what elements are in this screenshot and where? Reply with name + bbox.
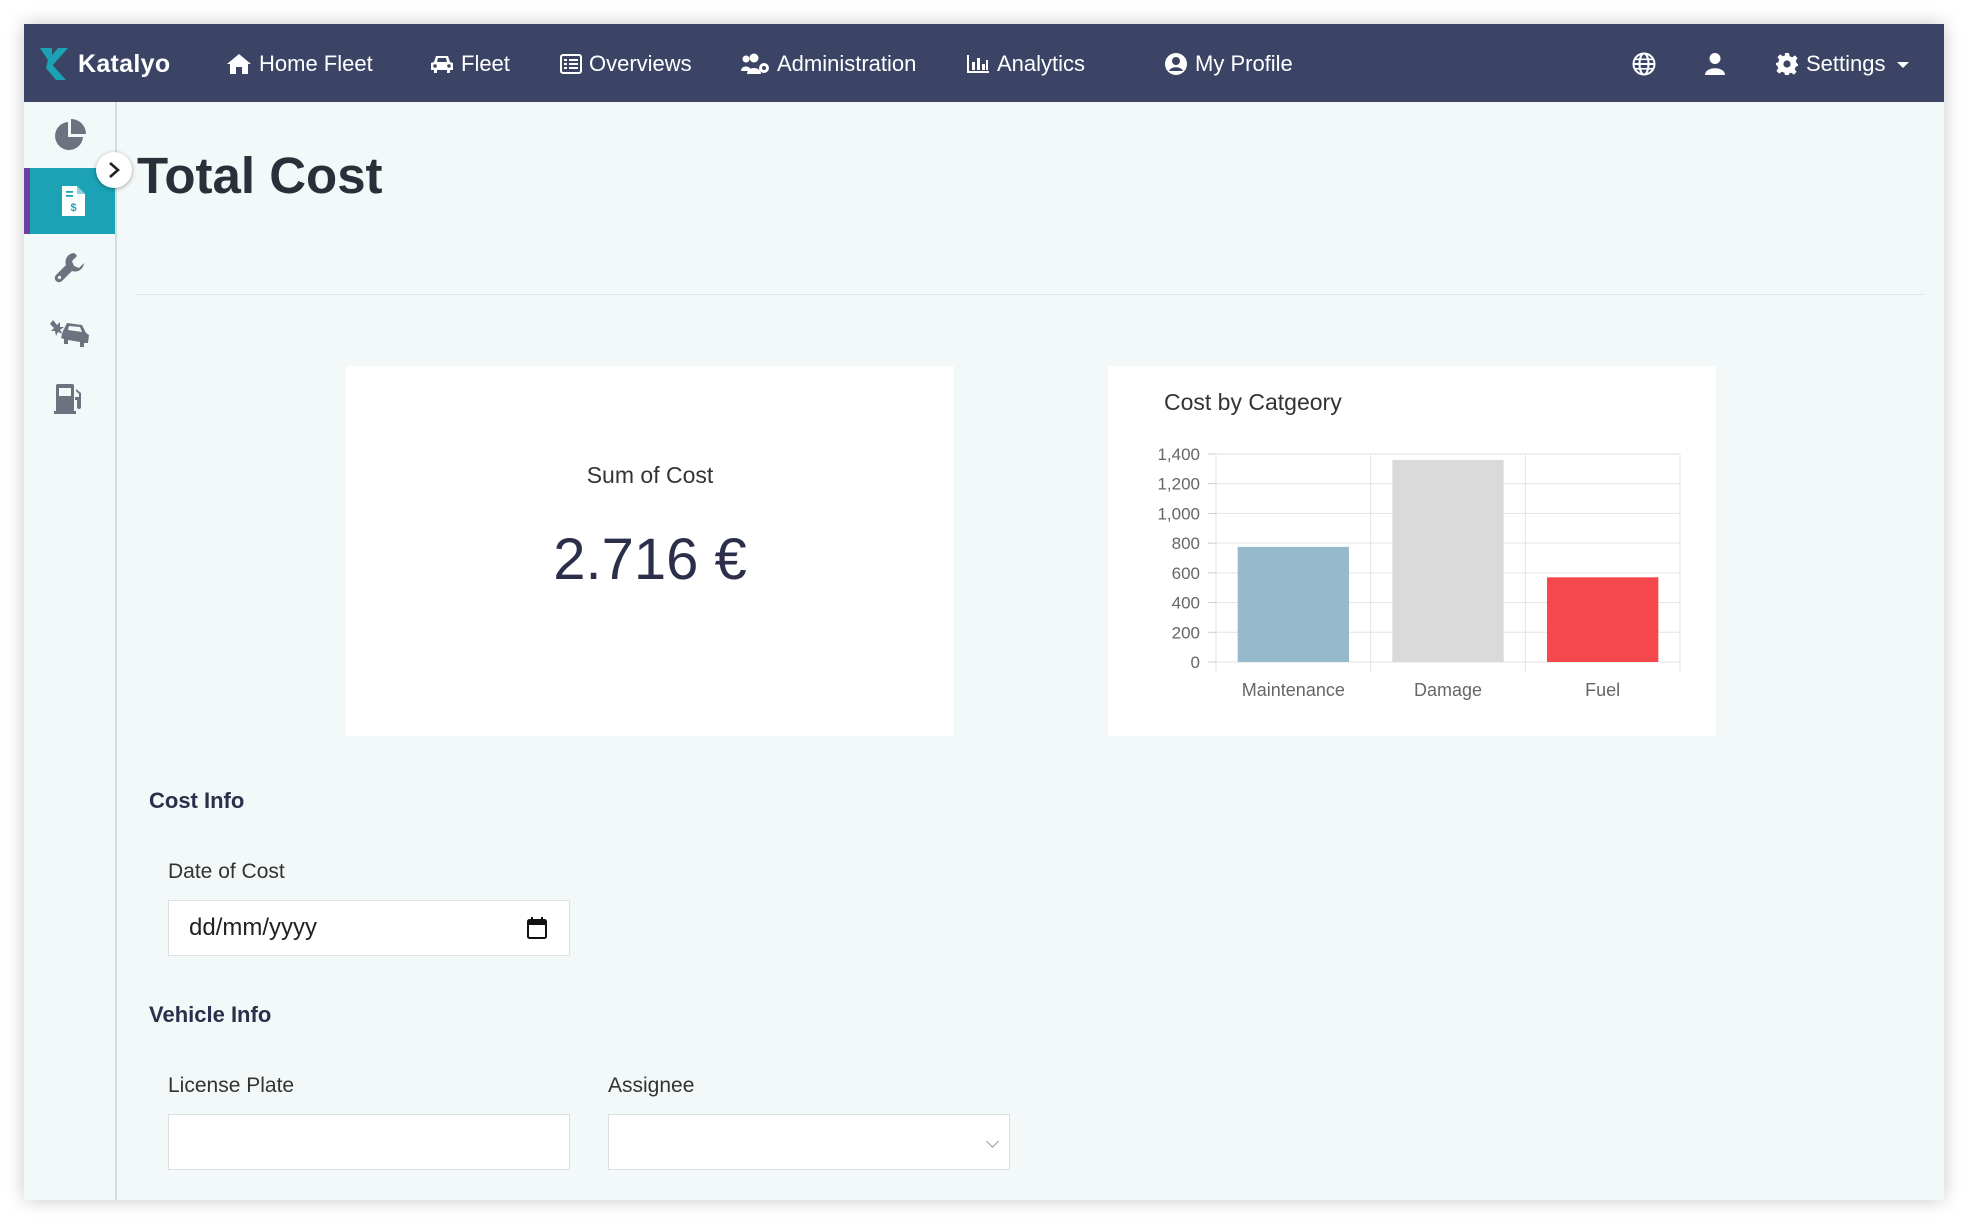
invoice-dollar-icon: $ xyxy=(61,186,85,216)
sidebar-item-maintenance[interactable] xyxy=(24,234,115,300)
svg-text:$: $ xyxy=(70,202,76,214)
y-tick-label: 0 xyxy=(1191,653,1200,672)
globe-icon xyxy=(1632,52,1656,76)
gas-pump-icon xyxy=(53,384,81,414)
x-tick-label: Maintenance xyxy=(1242,680,1345,700)
cost-by-category-card: Cost by Catgeory 0 200 400 600 800 1,000 1,200… xyxy=(1108,366,1716,736)
y-tick-label: 200 xyxy=(1172,623,1200,642)
sidebar: $ xyxy=(24,102,117,1200)
user-menu-button[interactable] xyxy=(1704,46,1726,82)
chevron-right-icon xyxy=(109,162,120,178)
license-plate-input[interactable] xyxy=(168,1114,570,1170)
assignee-label: Assignee xyxy=(608,1074,695,1097)
cost-by-category-chart: Cost by Catgeory 0 200 400 600 800 1,000 1,200… xyxy=(1157,389,1681,700)
kpi-label: Sum of Cost xyxy=(586,462,714,488)
nav-overviews[interactable]: Overviews xyxy=(560,46,692,82)
top-navbar: Katalyo Home Fleet Fleet Overviews Admin… xyxy=(24,24,1944,102)
home-icon xyxy=(227,54,251,74)
nav-overviews-label: Overviews xyxy=(589,51,692,76)
vehicle-info-heading: Vehicle Info xyxy=(149,1002,272,1027)
nav-administration-label: Administration xyxy=(777,51,917,76)
nav-home-fleet[interactable]: Home Fleet xyxy=(226,46,373,82)
brand-name: Katalyo xyxy=(78,49,171,78)
bar-chart-icon xyxy=(967,55,989,73)
settings-label: Settings xyxy=(1806,51,1886,76)
calendar-icon[interactable] xyxy=(527,917,547,939)
y-tick-label: 800 xyxy=(1172,534,1200,553)
language-button[interactable] xyxy=(1632,46,1656,82)
nav-fleet[interactable]: Fleet xyxy=(430,46,510,82)
bar-damage[interactable] xyxy=(1392,459,1504,662)
user-circle-icon xyxy=(1165,53,1187,75)
date-placeholder: dd/mm/yyyy xyxy=(189,914,318,941)
pie-chart-icon xyxy=(54,119,86,150)
bar-maintenance[interactable] xyxy=(1237,546,1350,662)
nav-my-profile-label: My Profile xyxy=(1195,51,1293,76)
nav-fleet-label: Fleet xyxy=(461,51,510,76)
car-crash-icon xyxy=(49,320,89,347)
y-tick-label: 400 xyxy=(1172,594,1200,613)
nav-my-profile[interactable]: My Profile xyxy=(1164,46,1293,82)
brand-logo[interactable]: Katalyo xyxy=(38,42,170,86)
page-title: Total Cost xyxy=(137,147,383,204)
x-tick-label: Fuel xyxy=(1585,680,1620,700)
katalyo-logo-icon xyxy=(40,48,68,80)
bar-fuel[interactable] xyxy=(1546,577,1659,662)
chart-title: Cost by Catgeory xyxy=(1164,389,1342,415)
caret-down-icon xyxy=(1896,62,1909,68)
user-icon xyxy=(1705,53,1725,75)
list-icon xyxy=(560,54,582,74)
wrench-icon xyxy=(54,253,84,283)
y-tick-label: 1,400 xyxy=(1157,445,1200,464)
nav-analytics-label: Analytics xyxy=(997,51,1086,76)
cost-info-heading: Cost Info xyxy=(149,788,245,813)
date-of-cost-label: Date of Cost xyxy=(168,860,285,883)
nav-administration[interactable]: Administration xyxy=(740,46,916,82)
y-tick-label: 600 xyxy=(1172,564,1200,583)
sidebar-toggle-button[interactable] xyxy=(96,152,132,188)
x-tick-label: Damage xyxy=(1414,680,1482,700)
kpi-value: 2.716 € xyxy=(553,527,747,592)
sidebar-item-damage[interactable] xyxy=(24,300,115,366)
title-divider xyxy=(137,294,1924,295)
sum-of-cost-card: Sum of Cost 2.716 € xyxy=(346,366,954,736)
chevron-down-icon xyxy=(986,1135,999,1148)
nav-home-fleet-label: Home Fleet xyxy=(259,51,373,76)
y-tick-label: 1,000 xyxy=(1157,504,1200,523)
assignee-select[interactable] xyxy=(608,1114,1010,1170)
sidebar-item-dashboard[interactable] xyxy=(24,102,115,168)
license-plate-label: License Plate xyxy=(168,1074,295,1097)
sidebar-item-fuel[interactable] xyxy=(24,366,115,432)
y-tick-label: 1,200 xyxy=(1157,475,1200,494)
gear-icon xyxy=(1776,53,1798,75)
date-of-cost-input[interactable]: dd/mm/yyyy xyxy=(168,900,570,956)
car-icon xyxy=(431,56,453,73)
nav-analytics[interactable]: Analytics xyxy=(966,46,1085,82)
app-window: Katalyo Home Fleet Fleet Overviews Admin… xyxy=(24,24,1944,1200)
users-cog-icon xyxy=(741,53,769,74)
settings-dropdown[interactable]: Settings xyxy=(1775,46,1909,82)
